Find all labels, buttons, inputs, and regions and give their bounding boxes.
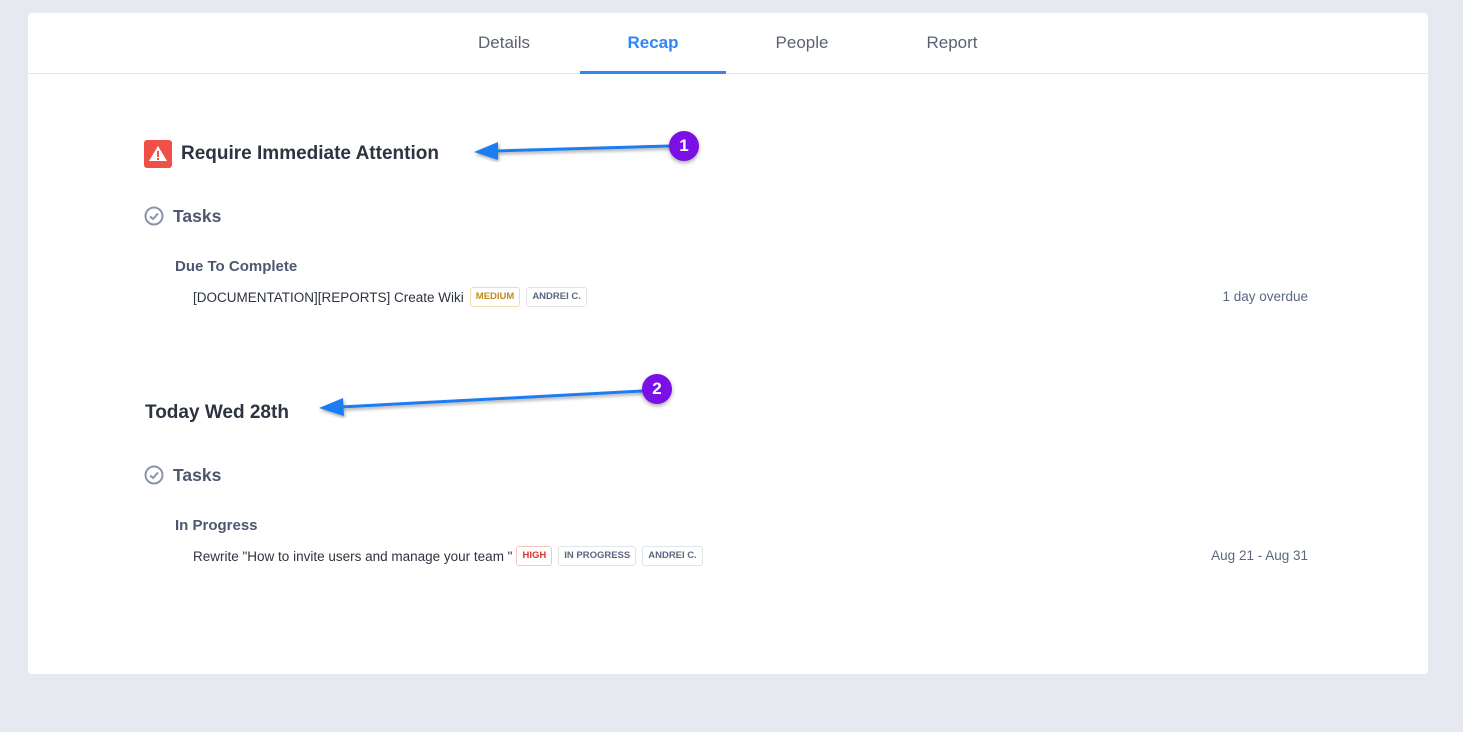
task-date-range: Aug 21 - Aug 31 <box>1211 548 1308 563</box>
section-title-today: Today Wed 28th <box>145 402 289 423</box>
group-due-to-complete: Due To Complete <box>175 258 298 275</box>
arrow-2 <box>319 389 644 416</box>
assignee-badge: ANDREI C. <box>526 287 587 307</box>
priority-badge: HIGH <box>516 546 553 566</box>
tasks-heading: Tasks <box>173 206 222 226</box>
arrow-1 <box>474 142 671 160</box>
tab-details[interactable]: Details <box>478 33 530 52</box>
task-row[interactable]: Rewrite "How to invite users and manage … <box>193 546 703 566</box>
tab-report[interactable]: Report <box>926 33 978 52</box>
task-title[interactable]: [DOCUMENTATION][REPORTS] Create Wiki <box>193 289 464 305</box>
tab-bar: Details Recap People Report <box>28 13 1428 74</box>
assignee-badge: ANDREI C. <box>642 546 703 566</box>
status-badge: IN PROGRESS <box>558 546 637 566</box>
task-row[interactable]: [DOCUMENTATION][REPORTS] Create Wiki MED… <box>193 287 587 307</box>
group-in-progress: In Progress <box>175 517 258 534</box>
task-title[interactable]: Rewrite "How to invite users and manage … <box>193 548 513 564</box>
section-title-attention: Require Immediate Attention <box>181 143 439 164</box>
tab-people[interactable]: People <box>775 33 829 52</box>
check-circle-icon <box>144 206 164 226</box>
annotation-number-1: 1 <box>669 131 699 161</box>
warning-icon <box>144 140 172 168</box>
tasks-heading: Tasks <box>173 465 222 485</box>
task-due-status: 1 day overdue <box>1222 289 1308 304</box>
recap-card: Details Recap People Report Require Imme… <box>28 13 1428 674</box>
tab-recap[interactable]: Recap <box>580 13 726 74</box>
check-circle-icon <box>144 465 164 485</box>
priority-badge: MEDIUM <box>469 287 521 307</box>
annotation-number-2: 2 <box>642 374 672 404</box>
